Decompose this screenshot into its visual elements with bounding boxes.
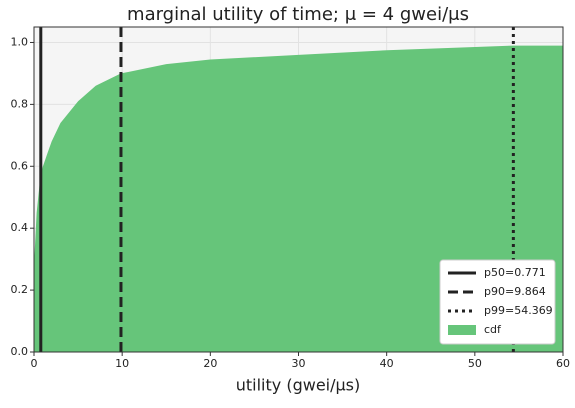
x-tick-label: 0 — [31, 357, 38, 370]
y-tick-label: 0.4 — [11, 221, 29, 234]
area — [34, 45, 563, 352]
chart-title: marginal utility of time; μ = 4 gwei/μs — [127, 4, 469, 25]
x-tick-label: 40 — [380, 357, 394, 370]
y-tick-label: 1.0 — [11, 35, 29, 48]
legend-label: p99=54.369 — [484, 304, 553, 317]
y-tick-label: 0.6 — [11, 159, 29, 172]
y-tick-label: 0.2 — [11, 283, 29, 296]
x-tick-label: 50 — [468, 357, 482, 370]
x-tick-label: 60 — [556, 357, 570, 370]
legend: p50=0.771 p90=9.864 p99=54.369 cdf — [439, 259, 556, 345]
y-tick-label: 0.8 — [11, 97, 29, 110]
legend-label: cdf — [484, 323, 502, 336]
y-tick-label: 0.0 — [11, 345, 29, 358]
x-tick-label: 20 — [203, 357, 217, 370]
plot-border — [33, 26, 564, 353]
legend-label: p50=0.771 — [484, 266, 546, 279]
legend-box — [439, 259, 556, 345]
x-tick-label: 30 — [292, 357, 306, 370]
legend-label: p90=9.864 — [484, 285, 546, 298]
x-axis-label: utility (gwei/μs) — [236, 376, 361, 395]
legend-swatch — [448, 325, 476, 335]
x-tick-label: 10 — [115, 357, 129, 370]
